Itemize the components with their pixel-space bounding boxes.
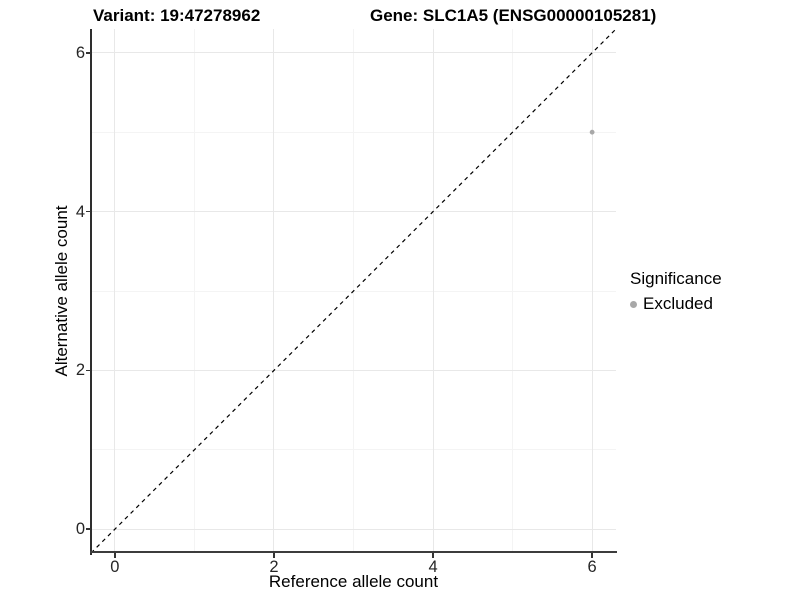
gridline-y-major: [91, 528, 616, 530]
gridline-x-major: [432, 29, 434, 553]
x-axis-title: Reference allele count: [268, 572, 439, 591]
y-tick-mark: [86, 369, 91, 372]
y-tick-label: 6: [75, 43, 85, 62]
y-axis-title: Alternative allele count: [52, 205, 71, 377]
x-tick-label: 0: [110, 558, 120, 576]
x-tick-mark: [273, 553, 275, 558]
gridline-y-major: [91, 369, 616, 371]
x-tick-mark: [591, 553, 593, 558]
plot-title-gene: Gene: SLC1A5 (ENSG00000105281): [370, 6, 657, 25]
legend-item-excluded: Excluded: [630, 294, 798, 314]
x-tick-label: 4: [428, 558, 438, 576]
gridline-x-major: [273, 29, 275, 553]
x-tick-mark: [114, 553, 116, 558]
x-tick-label: 6: [587, 558, 597, 576]
plot-panel: [91, 29, 616, 553]
y-tick-label: 4: [75, 202, 85, 221]
gridline-y-minor: [91, 449, 616, 451]
y-tick-mark: [86, 52, 91, 54]
legend-title: Significance: [630, 269, 722, 288]
gridline-y-major: [91, 211, 616, 213]
x-axis-line: [90, 551, 617, 553]
y-tick-mark: [86, 528, 91, 530]
y-tick-label: 0: [75, 520, 85, 539]
y-axis-line: [90, 29, 92, 555]
plot-canvas: [91, 29, 616, 553]
x-tick-mark: [432, 553, 434, 558]
y-tick-label: 2: [75, 361, 85, 380]
legend-item-label: Excluded: [643, 294, 713, 313]
gridline-y-minor: [91, 131, 616, 133]
y-tick-mark: [86, 210, 91, 213]
gridline-y-major: [91, 52, 616, 54]
data-point-excluded: [589, 129, 595, 135]
identity-dashed-line: [91, 29, 616, 553]
legend-point-icon: [630, 300, 637, 308]
gridline-x-major: [114, 29, 116, 553]
legend: Significance Excluded: [630, 269, 798, 314]
plot-title-variant: Variant: 19:47278962: [93, 6, 261, 25]
gridline-x-major: [591, 29, 593, 553]
x-tick-label: 2: [269, 558, 279, 576]
